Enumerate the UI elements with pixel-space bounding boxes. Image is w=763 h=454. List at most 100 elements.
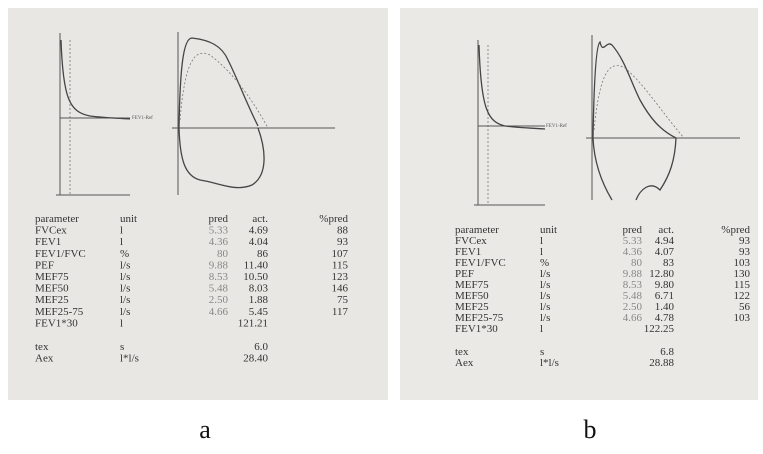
- table-cell: 28.40: [243, 353, 268, 365]
- table-cell: 9.88: [209, 259, 229, 271]
- table-header: act.: [658, 224, 674, 236]
- table-header: pred: [622, 224, 642, 236]
- table-cell: Aex: [35, 353, 54, 365]
- table-cell: 6.0: [254, 341, 268, 353]
- table-cell: 88: [337, 225, 349, 237]
- table-cell: 80: [631, 257, 643, 269]
- table-cell: 5.33: [209, 225, 229, 237]
- table-cell: FEV1*30: [455, 323, 498, 335]
- table-cell: 4.78: [655, 312, 675, 324]
- table-cell: FEV1: [455, 246, 481, 258]
- table-cell: l/s: [120, 283, 130, 295]
- table-cell: l/s: [120, 271, 130, 283]
- table-cell: l/s: [120, 259, 130, 271]
- table-cell: 5.33: [623, 235, 643, 247]
- table-cell: FVCex: [35, 225, 67, 237]
- table-header: unit: [540, 224, 557, 236]
- table-cell: 8.53: [209, 271, 229, 283]
- graphs-a: [56, 32, 335, 196]
- table-header: act.: [252, 213, 268, 225]
- panel-label: b: [584, 415, 597, 444]
- table-cell: 6.8: [660, 346, 674, 358]
- graph-label: FEV1-Ref: [546, 124, 567, 129]
- table-cell: l/s: [540, 268, 550, 280]
- table-cell: MEF25-75: [455, 312, 504, 324]
- table-cell: 28.88: [649, 357, 674, 369]
- table-cell: 93: [337, 236, 349, 248]
- table-cell: l*l/s: [120, 353, 139, 365]
- table-cell: 2.50: [623, 301, 643, 313]
- table-cell: 9.80: [655, 279, 675, 291]
- table-cell: l/s: [540, 279, 550, 291]
- table-cell: 4.66: [209, 306, 229, 318]
- table-cell: 4.69: [249, 225, 269, 237]
- table-cell: 83: [663, 257, 675, 269]
- table-cell: tex: [455, 346, 469, 358]
- table-cell: l/s: [120, 294, 130, 306]
- table-cell: MEF25: [455, 301, 489, 313]
- printout-a: [8, 8, 388, 400]
- table-cell: 4.36: [209, 236, 229, 248]
- printout-b: [400, 8, 758, 400]
- table-cell: 80: [217, 248, 229, 260]
- table-cell: l: [540, 235, 543, 247]
- table-cell: %: [120, 248, 129, 260]
- table-cell: 8.03: [249, 283, 269, 295]
- table-cell: l*l/s: [540, 357, 559, 369]
- table-cell: 1.88: [249, 294, 269, 306]
- table-header: parameter: [455, 224, 499, 236]
- table-header: pred: [208, 213, 228, 225]
- table-cell: 107: [332, 248, 349, 260]
- table-cell: 115: [734, 279, 751, 291]
- table-cell: l: [540, 246, 543, 258]
- table-cell: 4.07: [655, 246, 675, 258]
- table-cell: FEV1*30: [35, 317, 78, 329]
- table-cell: s: [120, 341, 124, 353]
- table-cell: 103: [734, 312, 751, 324]
- table-cell: 117: [332, 306, 349, 318]
- table-cell: 103: [734, 257, 751, 269]
- table-cell: 4.04: [249, 236, 269, 248]
- table-cell: 121.21: [238, 317, 268, 329]
- table-cell: l/s: [120, 306, 130, 318]
- table-cell: FEV1/FVC: [455, 257, 506, 269]
- table-cell: MEF75: [35, 271, 69, 283]
- table-header: unit: [120, 213, 137, 225]
- table-cell: 5.48: [623, 290, 643, 302]
- table-cell: 12.80: [649, 268, 674, 280]
- table-cell: 8.53: [623, 279, 643, 291]
- table-cell: l: [540, 323, 543, 335]
- table-cell: FEV1/FVC: [35, 248, 86, 260]
- table-cell: 2.50: [209, 294, 229, 306]
- graphs-b: [474, 35, 740, 206]
- table-cell: MEF25-75: [35, 306, 84, 318]
- table-cell: 11.40: [244, 259, 269, 271]
- table-cell: 122: [734, 290, 751, 302]
- table-cell: 93: [739, 246, 751, 258]
- table-header: parameter: [35, 213, 79, 225]
- table-cell: 6.71: [655, 290, 674, 302]
- table-cell: 5.45: [249, 306, 269, 318]
- table-cell: MEF25: [35, 294, 69, 306]
- table-cell: FVCex: [455, 235, 487, 247]
- table-cell: s: [540, 346, 544, 358]
- table-cell: 122.25: [644, 323, 675, 335]
- table-cell: l/s: [540, 301, 550, 313]
- table-cell: l/s: [540, 290, 550, 302]
- table-cell: MEF75: [455, 279, 489, 291]
- table-cell: 130: [734, 268, 751, 280]
- table-cell: 1.40: [655, 301, 675, 313]
- table-cell: PEF: [455, 268, 474, 280]
- table-cell: 4.66: [623, 312, 643, 324]
- table-cell: 4.94: [655, 235, 675, 247]
- table-cell: %: [540, 257, 549, 269]
- table-cell: l: [120, 236, 123, 248]
- table-cell: l/s: [540, 312, 550, 324]
- table-cell: 5.48: [209, 283, 229, 295]
- table-cell: 9.88: [623, 268, 643, 280]
- table-cell: 86: [257, 248, 269, 260]
- table-cell: l: [120, 225, 123, 237]
- table-cell: 10.50: [243, 271, 268, 283]
- table-cell: 75: [337, 294, 349, 306]
